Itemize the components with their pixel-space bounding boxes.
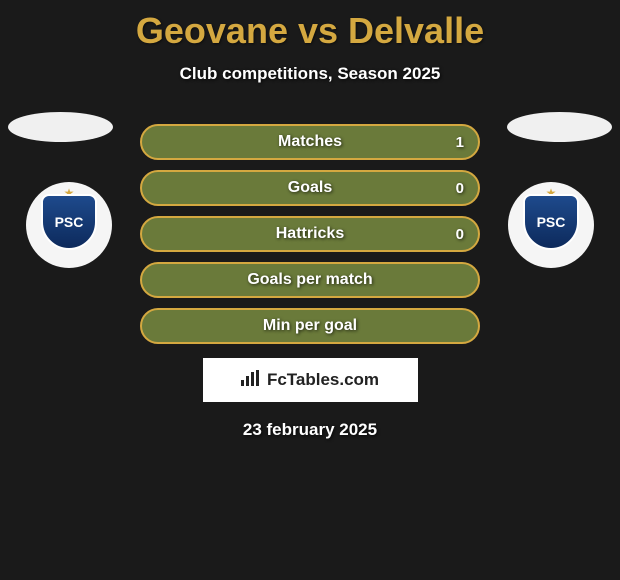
shield-icon: ★ PSC bbox=[523, 194, 579, 256]
club-badge-right: ★ PSC bbox=[508, 182, 594, 268]
stat-row: Matches 1 bbox=[140, 124, 480, 160]
stats-table: Matches 1 Goals 0 Hattricks 0 Goals per … bbox=[140, 124, 480, 344]
club-badge-left: ★ PSC bbox=[26, 182, 112, 268]
subtitle: Club competitions, Season 2025 bbox=[0, 64, 620, 84]
player-photo-left bbox=[8, 112, 113, 142]
stat-row: Hattricks 0 bbox=[140, 216, 480, 252]
stat-label: Hattricks bbox=[276, 225, 344, 243]
stat-label: Goals bbox=[288, 179, 332, 197]
stat-value-right: 0 bbox=[456, 226, 464, 243]
brand-text: FcTables.com bbox=[267, 370, 379, 390]
shield-icon: ★ PSC bbox=[41, 194, 97, 256]
chart-icon bbox=[241, 370, 263, 390]
stat-label: Min per goal bbox=[263, 317, 357, 335]
player-photo-right bbox=[507, 112, 612, 142]
stat-label: Goals per match bbox=[247, 271, 372, 289]
page-title: Geovane vs Delvalle bbox=[0, 0, 620, 52]
stat-value-right: 1 bbox=[456, 134, 464, 151]
date-text: 23 february 2025 bbox=[0, 420, 620, 440]
stat-row: Goals per match bbox=[140, 262, 480, 298]
stat-row: Goals 0 bbox=[140, 170, 480, 206]
branding-box: FcTables.com bbox=[203, 358, 418, 402]
stat-label: Matches bbox=[278, 133, 342, 151]
stat-value-right: 0 bbox=[456, 180, 464, 197]
comparison-content: ★ PSC ★ PSC Matches 1 Goals 0 Hattricks … bbox=[0, 124, 620, 440]
stat-row: Min per goal bbox=[140, 308, 480, 344]
